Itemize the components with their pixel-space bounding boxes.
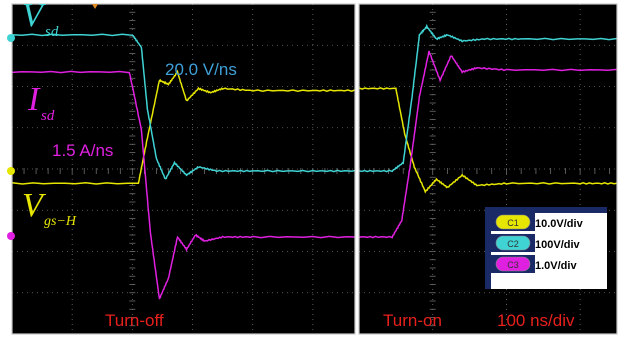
- vsd-label-subscript: sd: [45, 24, 59, 40]
- turn-off-panel: [11, 3, 356, 335]
- turn-off-traces: [11, 33, 356, 300]
- ch2-marker-icon: [7, 34, 15, 42]
- turn-on-panel-frame: [358, 3, 618, 335]
- turn-off-label: Turn-off: [105, 311, 164, 330]
- legend-scale-text: 1.0V/div: [535, 260, 577, 272]
- legend-accent-bar: [485, 207, 491, 289]
- c3-trace: [11, 70, 356, 300]
- turn-on-label: Turn-on: [383, 311, 442, 330]
- trigger-marker-icon: [92, 4, 98, 9]
- legend-scale-text: 100V/div: [535, 239, 581, 251]
- c2-trace: [358, 23, 618, 173]
- legend-channel-badge-text: C1: [507, 218, 519, 228]
- legend-channel-badge: [495, 235, 531, 251]
- legend-row: C2 100V/div: [491, 234, 581, 252]
- legend-row: C3 1.0V/div: [491, 255, 577, 273]
- legend-row: C1 10.0V/div: [491, 213, 584, 231]
- legend-channel-badge: [495, 256, 531, 272]
- current-slew-rate-label: 1.5 A/ns: [52, 141, 113, 160]
- c1-trace: [358, 87, 618, 194]
- legend-scale-text: 10.0V/div: [535, 218, 584, 230]
- isd-label-subscript: sd: [41, 108, 55, 124]
- legend-channel-badge: [495, 214, 531, 230]
- voltage-slew-rate-label: 20.0 V/ns: [165, 60, 237, 79]
- legend-top-bar: [491, 207, 607, 213]
- timebase-label: 100 ns/div: [497, 311, 575, 330]
- isd-label: I: [27, 81, 41, 118]
- c1-trace: [11, 69, 356, 185]
- turn-off-panel-background: [12, 4, 355, 334]
- c2-trace: [11, 33, 356, 180]
- turn-on-traces: [358, 23, 618, 239]
- ch3-marker-icon: [7, 232, 15, 240]
- c3-trace: [358, 50, 618, 239]
- channel-scale-legend: C1 10.0V/div C2 100V/div C3 1.0V/div: [485, 207, 607, 289]
- legend-channel-badge-text: C2: [507, 239, 519, 249]
- channel-markers: [7, 4, 98, 240]
- ch1-marker-icon: [7, 167, 15, 175]
- vgs-label-subscript: gs−H: [44, 214, 77, 229]
- legend-channel-badge-text: C3: [507, 260, 519, 270]
- turn-off-grid: [11, 3, 355, 335]
